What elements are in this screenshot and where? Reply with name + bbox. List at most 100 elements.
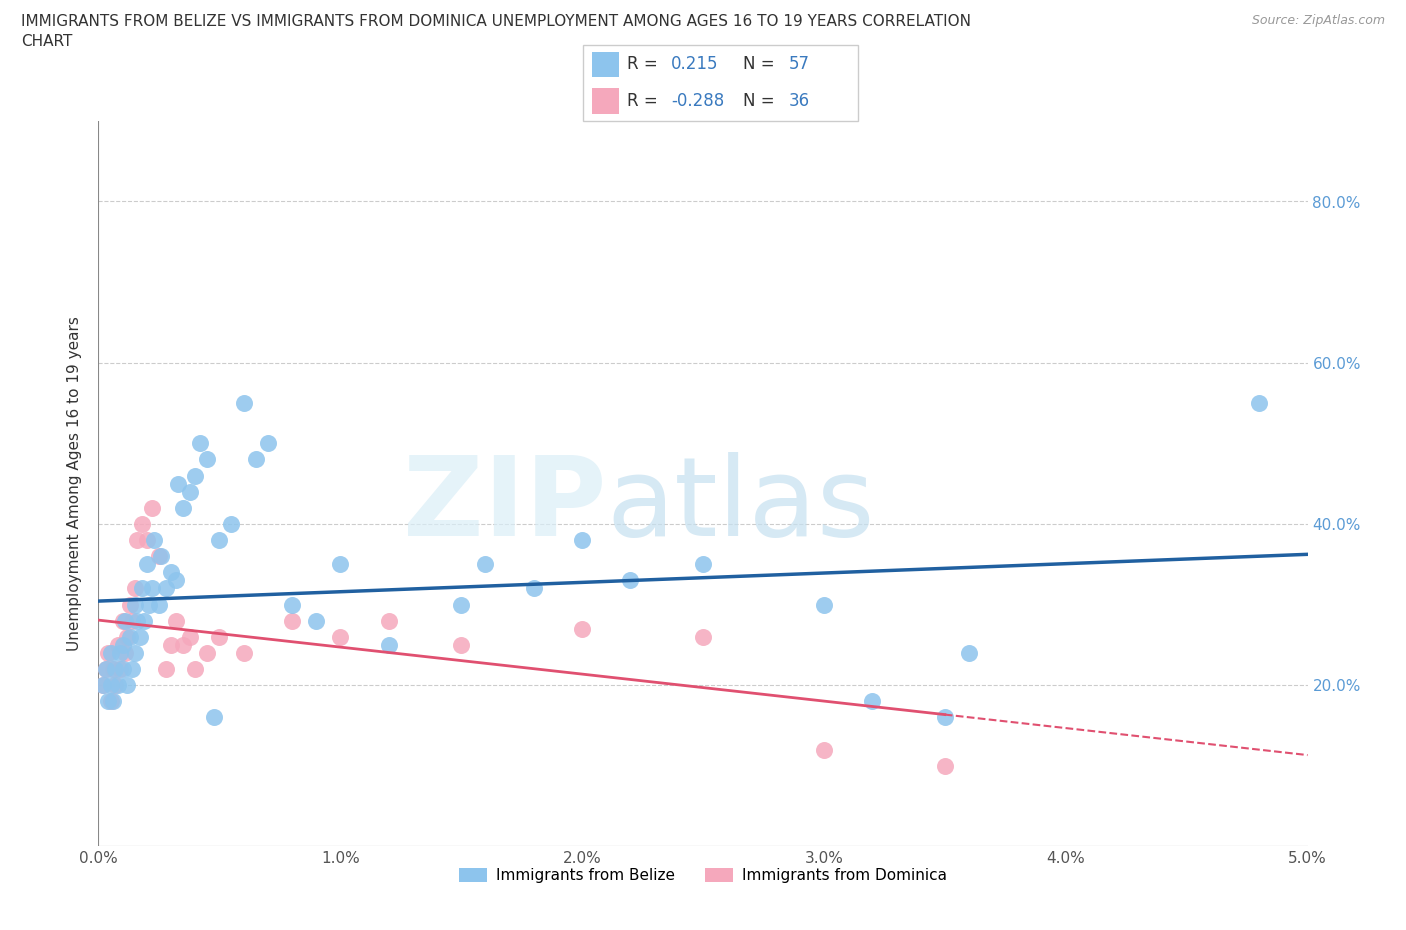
Point	[571, 621, 593, 636]
Point	[172, 500, 194, 515]
Point	[184, 661, 207, 676]
Point	[167, 476, 190, 491]
Point	[155, 661, 177, 676]
Point	[179, 485, 201, 499]
Text: N =: N =	[742, 92, 775, 111]
Point	[118, 630, 141, 644]
Text: R =: R =	[627, 92, 658, 111]
Point	[232, 645, 254, 660]
Point	[114, 613, 136, 628]
Point	[245, 452, 267, 467]
Point	[188, 436, 211, 451]
Point	[135, 557, 157, 572]
Point	[114, 645, 136, 660]
Point	[813, 742, 835, 757]
Point	[94, 661, 117, 676]
Point	[131, 581, 153, 596]
Text: atlas: atlas	[606, 452, 875, 559]
Point	[104, 678, 127, 693]
Point	[101, 694, 124, 709]
Point	[124, 581, 146, 596]
Point	[101, 661, 124, 676]
Point	[97, 694, 120, 709]
Point	[124, 597, 146, 612]
Point	[97, 645, 120, 660]
Point	[172, 637, 194, 652]
Text: R =: R =	[627, 55, 658, 73]
Point	[692, 630, 714, 644]
Bar	[592, 88, 619, 114]
Point	[100, 694, 122, 709]
Point	[100, 678, 122, 693]
Point	[108, 661, 131, 676]
Point	[118, 597, 141, 612]
Point	[111, 613, 134, 628]
Point	[91, 678, 114, 693]
Point	[121, 661, 143, 676]
Text: 36: 36	[789, 92, 810, 111]
Point	[150, 549, 173, 564]
Point	[221, 516, 243, 531]
Point	[934, 710, 956, 724]
Point	[111, 637, 134, 652]
Point	[184, 468, 207, 483]
Point	[138, 597, 160, 612]
Point	[107, 637, 129, 652]
Point	[450, 597, 472, 612]
Point	[94, 661, 117, 676]
Point	[148, 549, 170, 564]
Point	[619, 573, 641, 588]
Point	[160, 565, 183, 579]
Point	[256, 436, 278, 451]
Point	[124, 645, 146, 660]
Legend: Immigrants from Belize, Immigrants from Dominica: Immigrants from Belize, Immigrants from …	[453, 862, 953, 889]
Point	[117, 630, 139, 644]
Point	[208, 533, 231, 548]
Point	[143, 533, 166, 548]
Text: 57: 57	[789, 55, 810, 73]
Point	[204, 710, 226, 724]
Point	[108, 645, 131, 660]
Text: -0.288: -0.288	[671, 92, 724, 111]
Point	[111, 661, 134, 676]
Point	[281, 613, 304, 628]
Point	[100, 645, 122, 660]
Point	[377, 613, 399, 628]
Point	[165, 573, 187, 588]
Point	[450, 637, 472, 652]
Point	[179, 630, 201, 644]
Point	[377, 637, 399, 652]
Point	[305, 613, 328, 628]
Point	[107, 678, 129, 693]
Y-axis label: Unemployment Among Ages 16 to 19 years: Unemployment Among Ages 16 to 19 years	[67, 316, 83, 651]
Point	[281, 597, 304, 612]
Point	[329, 557, 352, 572]
Text: CHART: CHART	[21, 34, 73, 49]
Bar	[592, 51, 619, 77]
Point	[134, 613, 156, 628]
Point	[155, 581, 177, 596]
Point	[813, 597, 835, 612]
Text: N =: N =	[742, 55, 775, 73]
Point	[474, 557, 496, 572]
Text: 0.215: 0.215	[671, 55, 718, 73]
Point	[131, 516, 153, 531]
Point	[117, 678, 139, 693]
Point	[523, 581, 546, 596]
Point	[148, 597, 170, 612]
Point	[127, 613, 149, 628]
Point	[195, 645, 218, 660]
Point	[128, 630, 150, 644]
Point	[957, 645, 980, 660]
Text: IMMIGRANTS FROM BELIZE VS IMMIGRANTS FROM DOMINICA UNEMPLOYMENT AMONG AGES 16 TO: IMMIGRANTS FROM BELIZE VS IMMIGRANTS FRO…	[21, 14, 972, 29]
Point	[692, 557, 714, 572]
Point	[121, 613, 143, 628]
Point	[329, 630, 352, 644]
Point	[860, 694, 883, 709]
Point	[208, 630, 231, 644]
Text: Source: ZipAtlas.com: Source: ZipAtlas.com	[1251, 14, 1385, 27]
Point	[1249, 395, 1271, 410]
Point	[571, 533, 593, 548]
Point	[141, 581, 163, 596]
Point	[91, 678, 114, 693]
